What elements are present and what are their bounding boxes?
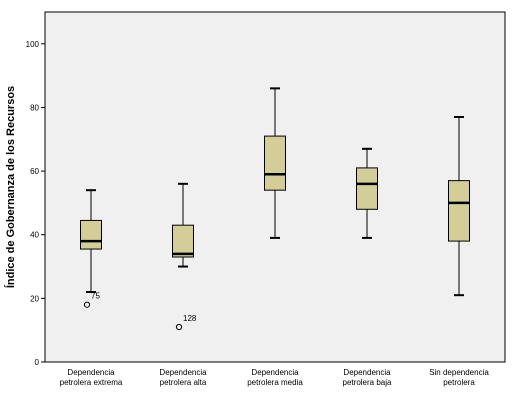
- outlier-point: [175, 323, 183, 331]
- y-axis: 0 20 40 60 80 100: [26, 40, 45, 367]
- iqr-box: [448, 180, 470, 242]
- x-category-label: petrolera media: [247, 378, 303, 387]
- x-category-label: petrolera: [443, 378, 475, 387]
- y-tick-label: 40: [30, 231, 39, 240]
- outlier-label: 128: [183, 314, 197, 323]
- boxes: 75 128: [80, 87, 470, 331]
- x-category-label: petrolera alta: [160, 378, 207, 387]
- x-category-label: Dependencia: [343, 368, 391, 377]
- y-axis-label: Índice de Gobernanza de los Recursos: [4, 86, 17, 288]
- y-tick-label: 20: [30, 294, 39, 303]
- x-category-label: Dependencia: [67, 368, 115, 377]
- outlier-point: [83, 301, 91, 308]
- x-category-label: Dependencia: [251, 368, 299, 377]
- iqr-box: [264, 135, 286, 191]
- iqr-box: [356, 167, 378, 210]
- x-category-label: petrolera extrema: [60, 378, 123, 387]
- box-group: [356, 147, 378, 239]
- x-category-label: petrolera baja: [343, 378, 392, 387]
- box-group: 128: [172, 182, 197, 331]
- y-tick-label: 60: [30, 167, 39, 176]
- box-group: [448, 116, 470, 297]
- x-category-label: Sin dependencia: [429, 368, 489, 377]
- y-tick-label: 100: [26, 40, 40, 49]
- iqr-box: [80, 219, 102, 250]
- y-tick-label: 80: [30, 103, 39, 112]
- outlier-label: 75: [91, 292, 100, 301]
- box-group: [264, 87, 286, 239]
- box-group: 75: [80, 189, 102, 308]
- y-tick-label: 0: [35, 358, 40, 367]
- x-category-label: Dependencia: [159, 368, 207, 377]
- iqr-box: [172, 224, 194, 258]
